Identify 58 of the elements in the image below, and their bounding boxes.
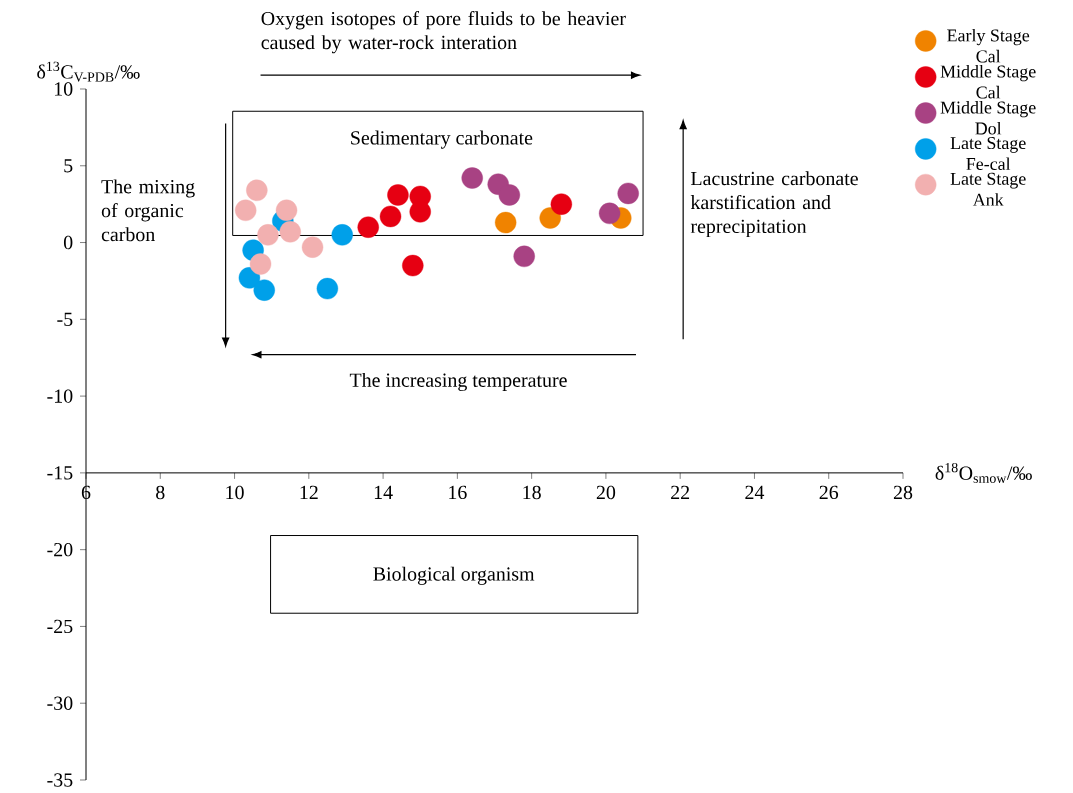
point (402, 254, 424, 277)
x-tick-label: 6 (81, 485, 91, 499)
y-tick-label: 0 (63, 235, 73, 250)
point (316, 277, 339, 300)
x-tick-label: 24 (745, 485, 765, 499)
x-tick-label: 18 (523, 485, 541, 499)
point (275, 199, 298, 221)
point (249, 253, 272, 275)
point (279, 220, 301, 243)
point (494, 211, 517, 234)
annotation: Lacustrine carbonate karstification and reprecipitation (690, 171, 858, 237)
x-tick-label: 16 (449, 485, 467, 499)
point (498, 184, 521, 206)
legend-label: Early Stage Cal (947, 28, 1030, 63)
point (598, 202, 621, 224)
y-tick-label: -15 (47, 466, 73, 480)
point (617, 182, 639, 204)
x-tick-label: 10 (226, 485, 244, 499)
point (387, 184, 409, 206)
x-tick-label: 20 (596, 485, 616, 499)
x-tick-label: 28 (893, 485, 913, 499)
legend-label: Middle Stage Cal (940, 64, 1036, 99)
x-tick-label: 12 (300, 485, 318, 499)
annotation: Biological organism (373, 566, 535, 585)
y-tick-label: 5 (64, 158, 73, 173)
point (301, 236, 324, 258)
y-tick-label: -35 (47, 773, 73, 787)
point (379, 205, 402, 227)
point (246, 179, 268, 201)
y-tick-label: -10 (47, 389, 73, 403)
text: Oxygen isotopes of pore fluids to be heavier caused by water-rock interation (261, 10, 626, 54)
point (253, 279, 275, 301)
point (234, 199, 257, 221)
x-tick-label: 22 (671, 485, 690, 499)
y-tick-label: -20 (47, 542, 73, 557)
y-tick-label: -5 (57, 312, 73, 326)
legend-label: Late Stage Ank (950, 172, 1026, 206)
x-tick-label: 8 (156, 485, 165, 499)
point (257, 224, 279, 246)
annotation: Sedimentary carbonate (351, 130, 533, 149)
point (513, 245, 535, 267)
x-axis-title: δ$^{18}$O$_{smow}$/‰ (935, 462, 1032, 483)
point (238, 267, 261, 289)
point (331, 224, 353, 246)
x-tick-label: 14 (374, 485, 393, 499)
y-axis-title: δ$^{13}$C$_{V-PDB}$/‰ (37, 61, 140, 82)
annotation: The increasing temperature (349, 372, 567, 391)
y-tick-label: -30 (47, 696, 73, 710)
legend-label: Late Stage Fe-cal (950, 136, 1026, 170)
legend-label: Middle Stage Dol (940, 100, 1036, 135)
y-tick-label: 10 (54, 82, 73, 96)
point (461, 167, 483, 189)
y-tick-label: -25 (47, 619, 73, 633)
point (539, 207, 561, 229)
x-tick-label: 26 (819, 485, 839, 499)
annotation: The mixing of organic carbon (101, 179, 195, 242)
point (550, 193, 573, 215)
point (357, 216, 379, 238)
